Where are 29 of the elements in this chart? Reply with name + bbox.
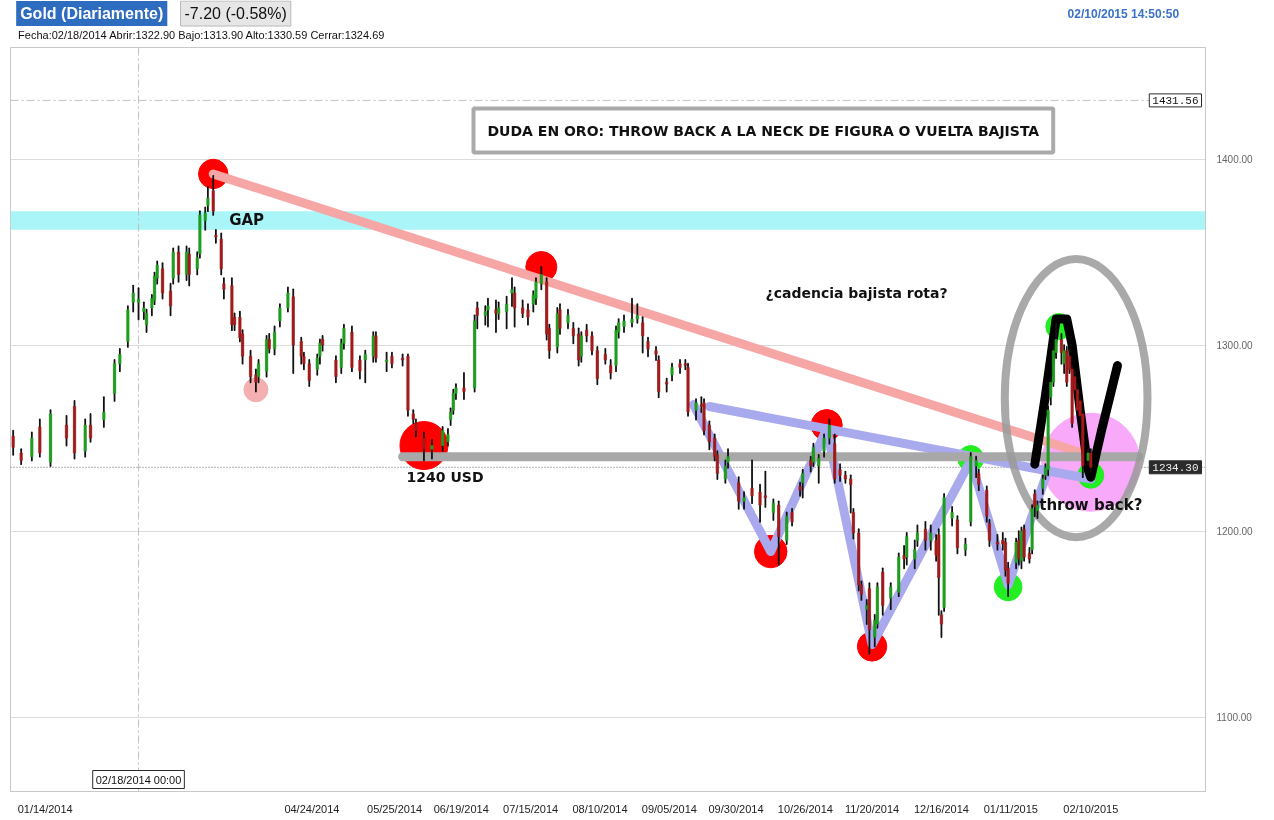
annotation: throw back? <box>1039 496 1143 515</box>
y-tick-label: 1300.00 <box>1216 340 1254 352</box>
ref-line-label: 02/18/2014 00:00 <box>95 773 182 786</box>
x-tick-label: 04/24/2014 <box>284 802 340 815</box>
band-label: GAP <box>229 211 265 230</box>
x-tick-label: 06/19/2014 <box>433 802 489 815</box>
y-tick-label: 1100.00 <box>1216 712 1253 724</box>
y-tick-label: 1400.00 <box>1216 154 1254 166</box>
x-tick-label: 09/05/2014 <box>641 802 697 815</box>
x-tick-label: 01/14/2014 <box>17 802 73 815</box>
ref-line-label: 1234.30 <box>1152 461 1199 474</box>
text: DUDA EN ORO: THROW BACK A LA NECK DE FIGURA O VUELTA BAJISTA <box>487 122 1040 139</box>
text: Fecha:02/18/2014 Abrir:1322.90 Bajo:1313.90 Alto:1330.59 Cerrar:1324.69 <box>18 28 385 41</box>
series-label: 1240 USD <box>406 468 484 485</box>
x-tick-label: 09/30/2014 <box>708 802 764 815</box>
x-tick-label: 11/20/2014 <box>844 802 900 815</box>
x-tick-label: 08/10/2014 <box>572 802 628 815</box>
x-tick-label: 05/25/2014 <box>367 802 423 815</box>
x-tick-label: 02/10/2015 <box>1063 802 1119 815</box>
ref-line-label: 1431.56 <box>1152 94 1199 107</box>
text: -7.20 (-0.58%) <box>184 5 287 22</box>
chart-subtitle: Gold (Diariamente) <box>20 5 164 22</box>
x-tick-label: 12/16/2014 <box>913 802 969 815</box>
text: 02/10/2015 14:50:50 <box>1067 6 1180 21</box>
x-tick-label: 07/15/2014 <box>503 802 559 815</box>
annotation: ¿cadencia bajista rota? <box>765 284 948 301</box>
x-tick-label: 01/11/2015 <box>983 802 1038 815</box>
y-tick-label: 1200.00 <box>1216 526 1254 538</box>
x-tick-label: 10/26/2014 <box>777 802 833 815</box>
